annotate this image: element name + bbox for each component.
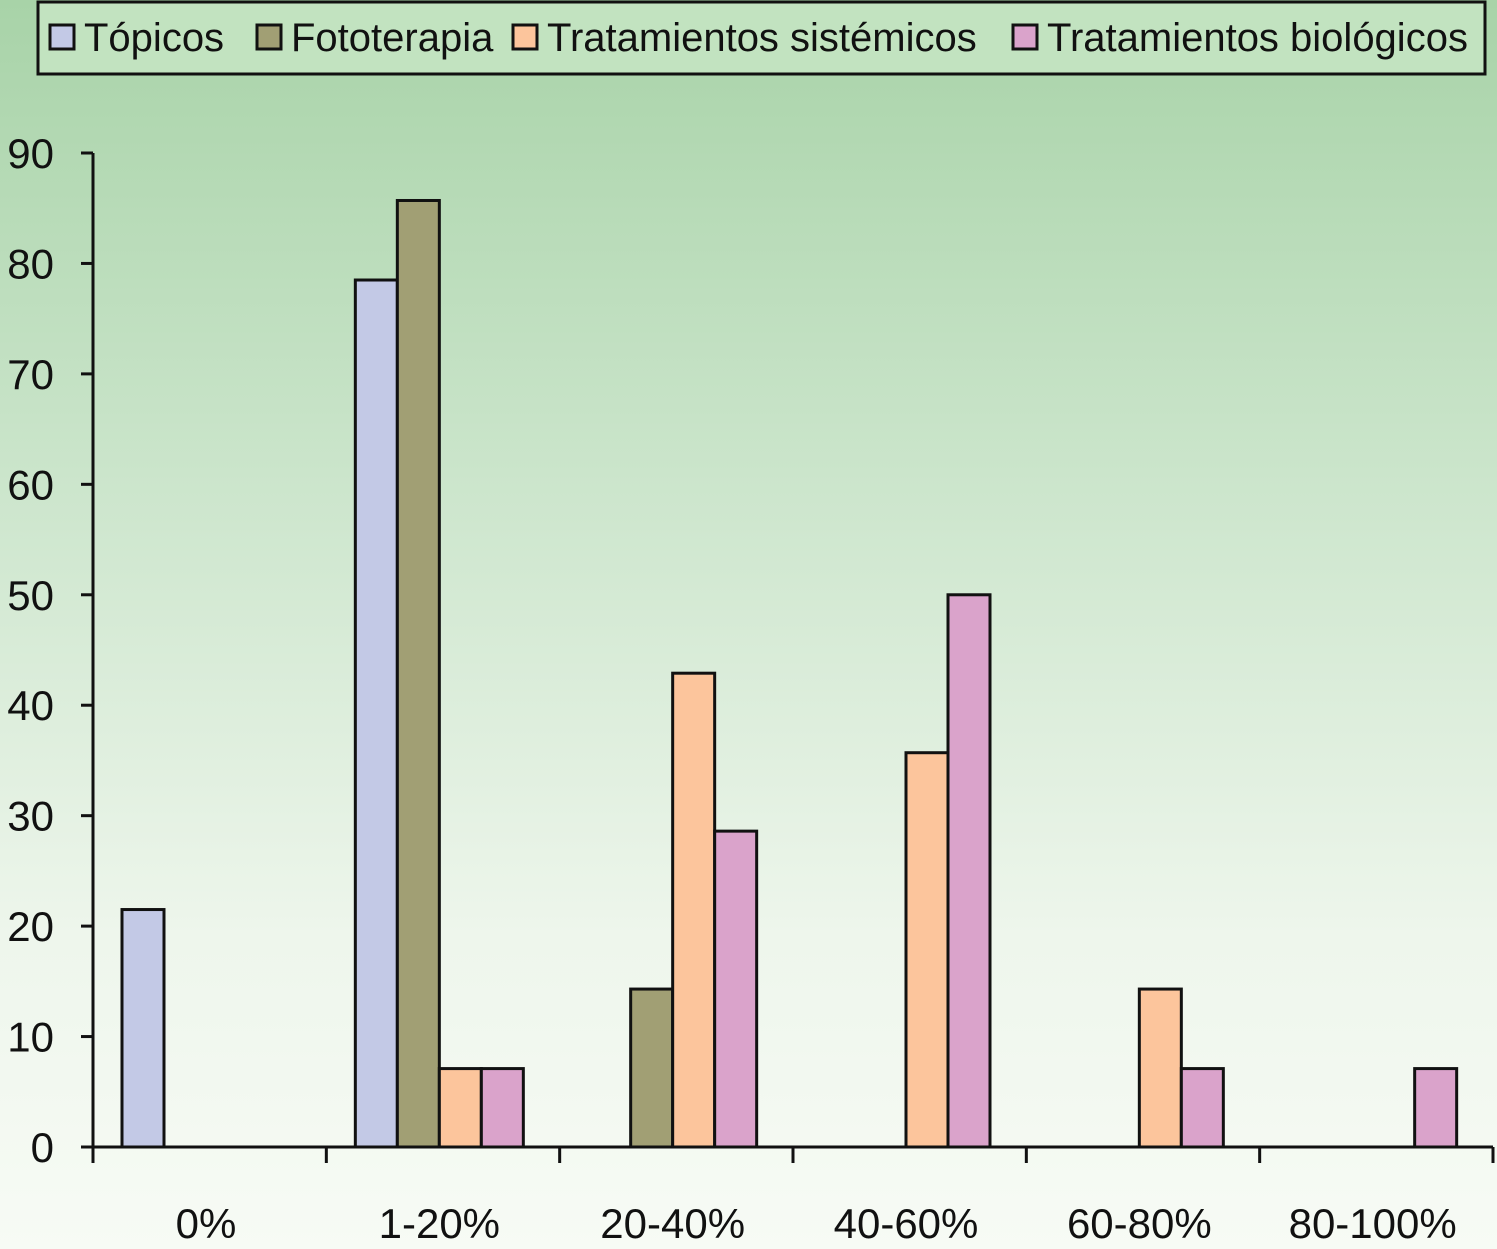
legend-swatch [48,23,76,51]
bar-fototerapia-20-40% [629,987,675,1149]
bar-tratamientos-sistémicos-40-60% [904,751,950,1149]
bar-tratamientos-sistémicos-1-20% [437,1067,483,1149]
legend-item: Tratamientos sistémicos [511,16,977,60]
bar-tratamientos-biológicos-80-100% [1413,1067,1459,1149]
x-tick-label: 1-20% [379,1200,500,1247]
y-tick-label: 10 [7,1014,54,1061]
y-tick-label: 90 [7,130,54,177]
legend-swatch [255,23,283,51]
y-axis: 0 10 20 30 40 50 60 70 80 90 [7,130,95,1171]
legend-label: Tratamientos sistémicos [547,16,977,60]
bar-tópicos-0% [120,908,166,1149]
bar-tópicos-1-20% [353,278,399,1149]
bar-tratamientos-biológicos-60-80% [1179,1067,1225,1149]
y-tick-label: 40 [7,682,54,729]
x-tick-label: 0% [176,1200,237,1247]
y-tick-label: 30 [7,793,54,840]
legend-label: Tratamientos biológicos [1047,16,1468,60]
x-tick-label: 20-40% [600,1200,745,1247]
y-tick-label: 20 [7,903,54,950]
y-tick-label: 0 [31,1124,54,1171]
legend-item: Tópicos [48,16,224,60]
legend-swatch [1011,23,1039,51]
legend-label: Fototerapia [291,16,494,60]
bar-tratamientos-sistémicos-60-80% [1137,987,1183,1149]
y-tick-label: 70 [7,351,54,398]
x-tick-label: 80-100% [1289,1200,1457,1247]
bars-group [120,198,1459,1149]
legend-item: Tratamientos biológicos [1011,16,1468,60]
legend-swatch [511,23,539,51]
x-tick-label: 60-80% [1067,1200,1212,1247]
chart-legend: Tópicos Fototerapia Tratamientos sistémico… [36,0,1487,76]
y-tick-label: 60 [7,461,54,508]
y-tick-label: 80 [7,240,54,287]
legend-label: Tópicos [84,16,224,60]
x-axis: 0% 1-20% 20-40% 40-60% 60-80% 80-100% [91,1145,1495,1247]
y-tick-label: 50 [7,572,54,619]
bar-tratamientos-biológicos-40-60% [946,593,992,1149]
bar-tratamientos-biológicos-1-20% [479,1067,525,1149]
x-tick-label: 40-60% [834,1200,979,1247]
legend-item: Fototerapia [255,16,494,60]
bar-fototerapia-1-20% [395,198,441,1149]
bar-tratamientos-sistémicos-20-40% [671,671,717,1149]
bar-tratamientos-biológicos-20-40% [713,829,759,1149]
